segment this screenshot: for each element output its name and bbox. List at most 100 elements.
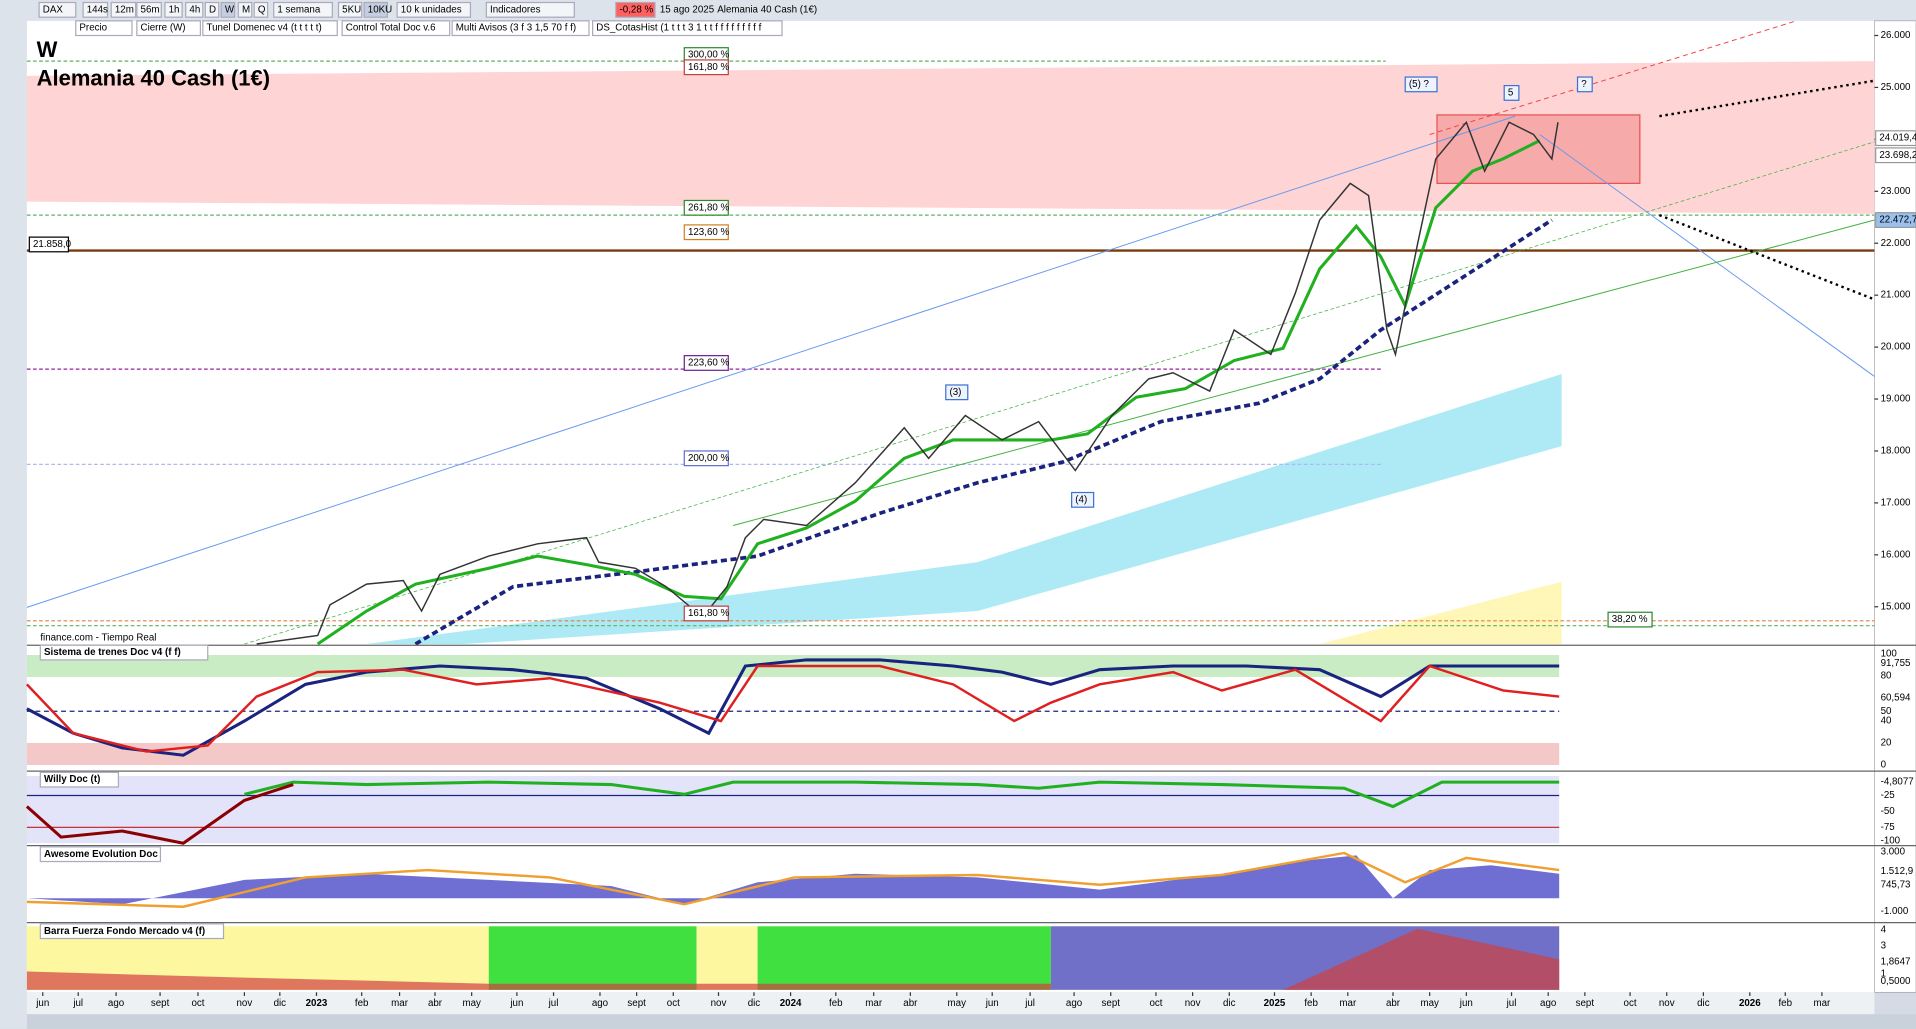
time-tick-label: nov: [1185, 998, 1201, 1009]
wave-label: (5) ?: [1409, 79, 1430, 90]
period-button-box: [82, 1, 109, 18]
period-button-box: [164, 1, 183, 18]
level-label-box: [683, 199, 729, 216]
legend-item: Control Total Doc v.6: [346, 23, 436, 34]
panel-title: Sistema de trenes Doc v4 (f f): [44, 647, 181, 658]
time-tick-label: sept: [627, 998, 646, 1009]
time-tick-label: jul: [1506, 998, 1517, 1009]
legend-item-box: [136, 20, 202, 37]
time-tick-label: 2023: [306, 998, 328, 1009]
level-label: 21.858,0: [33, 239, 72, 250]
level-label-box: [683, 59, 729, 76]
wave-label: ?: [1581, 79, 1587, 90]
price-marker-box: [1875, 212, 1916, 228]
time-tick-label: ago: [592, 998, 609, 1009]
panel-tick-label: 91,755: [1881, 658, 1911, 669]
source: finance.com - Tiempo Real: [40, 632, 156, 643]
panel-tick-label: 3: [1881, 940, 1886, 951]
trend-line: [1429, 20, 1797, 135]
level-label: 161,80 %: [688, 608, 730, 619]
time-tick-label: jun: [35, 998, 49, 1009]
indicators: Indicadores: [490, 4, 541, 15]
wave-label: 5: [1508, 88, 1514, 99]
panel-tick-label: 20: [1881, 738, 1892, 749]
legend-item-box: [451, 20, 590, 37]
time-tick-label: jul: [548, 998, 559, 1009]
price-line: [256, 120, 1559, 645]
unit-button: 5KU: [342, 4, 361, 15]
price-marker: 24.019,4: [1879, 133, 1916, 144]
panel-tick-label: 40: [1881, 716, 1892, 727]
cyan-band: [366, 373, 1562, 645]
time-tick-label: ago: [108, 998, 125, 1009]
time-tick-label: feb: [829, 998, 843, 1009]
panel-tick-label: 50: [1881, 706, 1892, 717]
time-tick-label: abr: [903, 998, 918, 1009]
price-tick-label: 20.000: [1881, 342, 1911, 353]
legend-item: Precio: [79, 23, 107, 34]
time-tick-label: dic: [748, 998, 761, 1009]
yellow-band: [1319, 581, 1562, 645]
time-tick-label: jul: [1024, 998, 1035, 1009]
wave-label-box: [1576, 76, 1593, 93]
indicators-box: [485, 1, 575, 18]
level-label-box: [1607, 611, 1653, 628]
target-zone: [26, 61, 1875, 214]
time-tick-label: 2025: [1264, 998, 1286, 1009]
wave-label-box: [1503, 84, 1520, 101]
panel-tick-label: 1.512,9: [1881, 866, 1914, 877]
period-button: 144s: [87, 4, 108, 15]
time-tick-label: mar: [1339, 998, 1357, 1009]
legend-item-box: [202, 20, 338, 37]
time-tick-label: feb: [1778, 998, 1792, 1009]
level-label: 223,60 %: [688, 358, 730, 369]
level-label: 38,20 %: [1612, 614, 1648, 625]
time-tick-label: sept: [1576, 998, 1595, 1009]
level-label-box: [683, 605, 729, 622]
title: Alemania 40 Cash (1€): [37, 65, 270, 90]
period-button: D: [209, 4, 216, 15]
level-label: 123,60 %: [688, 227, 730, 238]
period-button: M: [242, 4, 250, 15]
panel-title: Awesome Evolution Doc: [44, 849, 158, 860]
time-tick-label: abr: [1386, 998, 1401, 1009]
period-button-box: [110, 1, 137, 18]
period-button: W: [225, 4, 235, 15]
instrument: Alemania 40 Cash (1€): [717, 4, 817, 15]
level-label-box: [28, 236, 70, 253]
level-label: 261,80 %: [688, 202, 730, 213]
legend-item: Cierre (W): [141, 23, 186, 34]
projection: [1658, 213, 1875, 301]
time-tick-label: jul: [72, 998, 83, 1009]
legend-item: Multi Avisos (3 f 3 1,5 70 f f): [456, 23, 576, 34]
panel-tick-label: 4: [1881, 925, 1887, 936]
panel-tick-label: 3.000: [1881, 846, 1906, 857]
unit-size-box: [396, 1, 472, 18]
panel-title-box: [39, 923, 225, 940]
time-tick-label: nov: [237, 998, 253, 1009]
period-button-box: [204, 1, 220, 18]
wave-label-box: [945, 384, 969, 401]
date: 15 ago 2025: [660, 4, 715, 15]
panel-tick-label: 1: [1881, 969, 1886, 980]
trend-line: [26, 115, 1516, 608]
level-label-box: [683, 224, 729, 241]
slow-average: [414, 218, 1553, 646]
panel-title-box: [39, 846, 162, 863]
period-button: 12m: [115, 4, 134, 15]
timeframe-box: [273, 1, 333, 18]
change: -0,28 %: [620, 4, 654, 15]
time-tick-label: 2024: [780, 998, 802, 1009]
price-tick-label: 17.000: [1881, 497, 1911, 508]
legend-item: Tunel Domenec v4 (t t t t t): [207, 23, 322, 34]
panel-tick-label: 0,5000: [1881, 976, 1911, 987]
period-button-box: [220, 1, 236, 18]
price-marker: 23.698,2: [1879, 150, 1916, 161]
price-tick-label: 22.000: [1881, 238, 1911, 249]
legend-item: DS_CotasHist (1 t t t 3 1 t t f f f f f …: [596, 23, 761, 34]
scrollbar: [26, 1014, 1916, 1029]
unit-button-box: [337, 1, 363, 18]
panel-tick-label: -75: [1881, 822, 1896, 833]
panel-tick-label: 1,8647: [1881, 956, 1911, 967]
time-tick-label: dic: [1697, 998, 1710, 1009]
